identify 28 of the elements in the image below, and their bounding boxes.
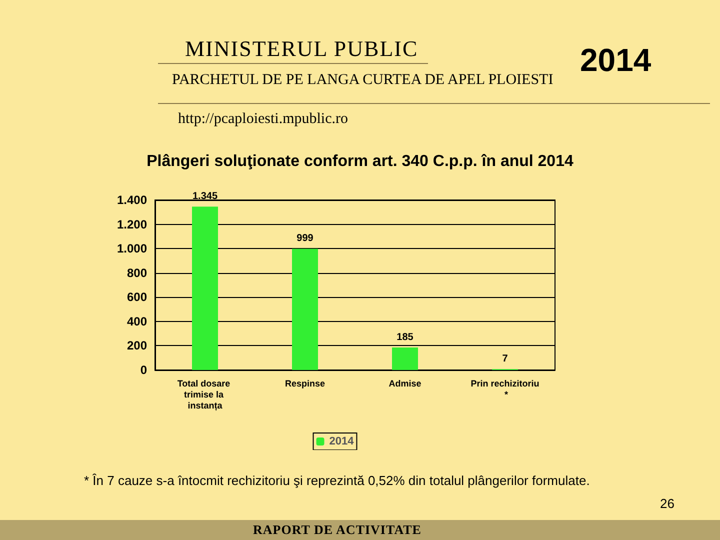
- chart-title: Plângeri soluţionate conform art. 340 C.p.p. în anul 2014: [146, 153, 574, 171]
- data-label: 7: [502, 354, 508, 365]
- legend-label: 2014: [329, 436, 355, 448]
- data-label: 185: [396, 332, 414, 344]
- data-label: 999: [296, 233, 314, 244]
- y-tick-label: 1.400: [116, 193, 148, 207]
- text: * În 7 cauze s-a întocmit rechizitoriu şi reprezintă 0,52% din totalul plângerilor formulate.: [84, 473, 590, 488]
- bar: [192, 206, 218, 370]
- y-tick-label: 400: [126, 314, 148, 328]
- y-tick-label: 1.200: [116, 217, 148, 232]
- text: RAPORT DE ACTIVITATE: [253, 522, 422, 538]
- x-tick-label: Respinse: [284, 378, 326, 388]
- x-tick-label: Total dosare trimise la instanța: [177, 378, 233, 412]
- bar: [392, 348, 418, 370]
- text: 2014: [580, 42, 652, 79]
- x-tick-label: Prin rechizitoriu *: [470, 378, 540, 400]
- bar: [292, 248, 318, 370]
- text: MINISTERUL PUBLIC: [185, 36, 418, 62]
- text: 26: [660, 496, 674, 511]
- y-tick-label: 600: [126, 290, 148, 304]
- y-tick-label: 800: [126, 266, 148, 280]
- y-tick-label: 0: [140, 363, 148, 377]
- text: PARCHETUL DE PE LANGA CURTEA DE APEL PLOIESTI: [172, 72, 554, 89]
- y-tick-label: 200: [126, 338, 148, 353]
- x-tick-label: Admise: [388, 378, 422, 388]
- text: http://pcaploiesti.mpublic.ro: [178, 111, 348, 128]
- data-label: 1.345: [192, 191, 218, 202]
- y-tick-label: 1.000: [116, 242, 148, 256]
